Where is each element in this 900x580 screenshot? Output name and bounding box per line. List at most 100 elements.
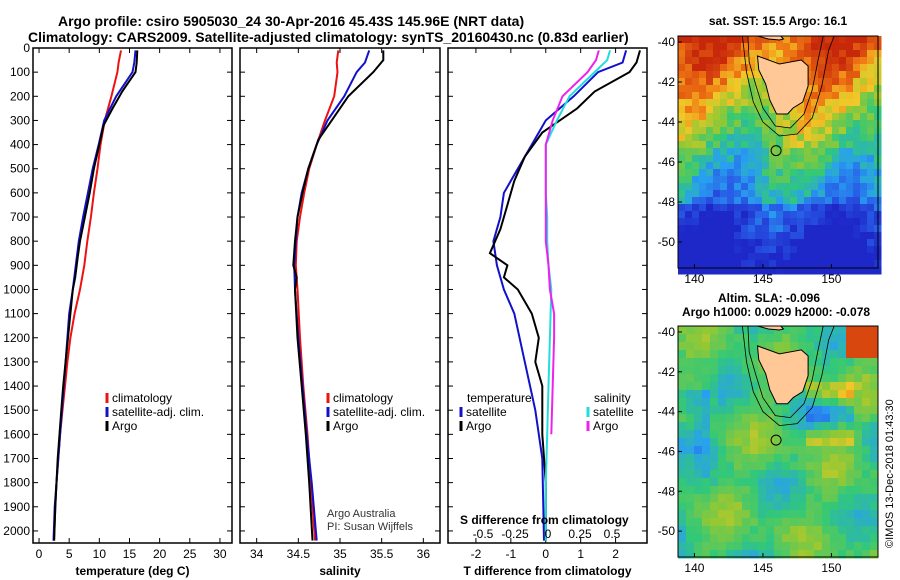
salinity-legend-label: climatology: [333, 391, 393, 405]
salinity-xlabel: salinity: [319, 564, 361, 578]
temperature-legend-label: Argo: [112, 419, 138, 433]
sst_map-argo-marker: [770, 145, 782, 157]
difference-xtick-label: -1: [506, 547, 517, 561]
sla_map-ytick-label: -40: [658, 325, 676, 339]
depth-tick-label: 1300: [3, 355, 30, 369]
depth-tick-label: 1700: [3, 451, 30, 465]
depth-tick-label: 0: [23, 41, 30, 55]
salinity-axes-box: [239, 47, 441, 544]
difference-top-tick-label: -0.25: [501, 527, 529, 541]
sla_map-tasmania-land: [756, 345, 809, 405]
temperature-axes-box: [32, 47, 233, 544]
depth-tick-label: 1800: [3, 476, 30, 490]
difference-legend-label: satellite: [593, 405, 634, 419]
difference-xtick-label: 0: [542, 547, 549, 561]
difference-axes-box: [447, 47, 648, 544]
difference-top-tick-label: 0.25: [568, 527, 592, 541]
difference-xtick-label: 2: [612, 547, 619, 561]
sst-map-title: sat. SST: 15.5 Argo: 16.1: [709, 14, 848, 28]
sst_map-depth-contour: [742, 35, 835, 137]
temperature-xtick-label: 15: [123, 547, 137, 561]
difference-top-tick-label: -0.5: [473, 527, 494, 541]
sla_map-ytick-label: -46: [658, 444, 676, 458]
difference-xtick-label: 1: [577, 547, 584, 561]
difference-top-xlabel: S difference from climatology: [460, 513, 629, 527]
sla_map-ytick-label: -44: [658, 405, 676, 419]
sla_map-frame: [677, 325, 879, 558]
difference-top-tick-label: 0: [545, 527, 552, 541]
imos-credit: ©IMOS 13-Dec-2018 01:43:30: [884, 399, 896, 548]
depth-tick-label: 1600: [3, 427, 30, 441]
difference-legend-label: Argo: [466, 419, 492, 433]
difference-series-0: [492, 50, 628, 541]
sla_map-ytick-label: -50: [658, 524, 676, 538]
sst_map-ytick-label: -48: [658, 195, 676, 209]
depth-tick-label: 1900: [3, 500, 30, 514]
sla-map-subtitle: Argo h1000: 0.0029 h2000: -0.078: [682, 305, 870, 319]
temperature-legend-label: climatology: [112, 391, 172, 405]
sla_map-ytick-label: -48: [658, 484, 676, 498]
salinity-xtick-label: 34.5: [287, 547, 311, 561]
difference-series-2: [544, 50, 611, 541]
temperature-xtick-label: 0: [36, 547, 43, 561]
header-line-1: Argo profile: csiro 5905030_24 30-Apr-20…: [58, 13, 525, 29]
sst_map-frame: [677, 35, 879, 269]
sst_map-ytick-label: -40: [658, 35, 676, 49]
depth-tick-label: 200: [10, 89, 30, 103]
sla_map-ytick-label: -42: [658, 365, 676, 379]
depth-tick-label: 600: [10, 186, 30, 200]
depth-tick-label: 1400: [3, 379, 30, 393]
salinity-series-2: [292, 50, 385, 541]
depth-tick-label: 1200: [3, 331, 30, 345]
temperature-series-2: [53, 50, 139, 541]
salinity-xtick-label: 35.5: [370, 547, 394, 561]
temperature-xtick-label: 25: [183, 547, 197, 561]
temperature-xlabel: temperature (deg C): [75, 564, 189, 578]
header-line-2: Climatology: CARS2009. Satellite-adjuste…: [28, 29, 629, 45]
difference-series-1: [488, 50, 641, 541]
depth-tick-label: 1000: [3, 282, 30, 296]
depth-tick-label: 300: [10, 113, 30, 127]
sst_map-xtick-label: 145: [753, 272, 773, 286]
difference-series-3: [544, 50, 600, 435]
salinity-legend-label: satellite-adj. clim.: [333, 405, 425, 419]
sst_map-depth-contour: [747, 35, 824, 129]
salinity-xtick-label: 35: [333, 547, 347, 561]
temperature-xtick-label: 10: [93, 547, 107, 561]
depth-tick-label: 700: [10, 210, 30, 224]
salinity-xtick-label: 34: [250, 547, 264, 561]
difference-xtick-label: -2: [471, 547, 482, 561]
sla_map-xtick-label: 140: [684, 561, 704, 575]
credit-line-1: Argo Australia: [327, 508, 396, 520]
sla_map-depth-contour: [747, 325, 824, 419]
depth-tick-label: 100: [10, 65, 30, 79]
sla-map-title: Altim. SLA: -0.096: [718, 291, 820, 305]
difference-legend-label: Argo: [593, 419, 619, 433]
sst_map-tasmania-land: [756, 55, 809, 115]
difference-legend-title-salinity: salinity: [594, 391, 631, 405]
sst_map-ytick-label: -42: [658, 75, 676, 89]
temperature-legend-label: satellite-adj. clim.: [112, 405, 204, 419]
sla_map-pixels: [678, 326, 879, 559]
sst_map-ytick-label: -50: [658, 235, 676, 249]
sst_map-ytick-label: -44: [658, 115, 676, 129]
depth-tick-label: 1100: [4, 307, 30, 321]
temperature-xtick-label: 5: [66, 547, 73, 561]
difference-legend-title-temperature: temperature: [467, 391, 532, 405]
sla_map-depth-contour: [742, 325, 835, 427]
salinity-xtick-label: 36: [417, 547, 431, 561]
depth-tick-label: 2000: [3, 524, 30, 538]
sla_map-xtick-label: 150: [821, 561, 841, 575]
salinity-legend-label: Argo: [333, 419, 359, 433]
sla_map-argo-marker: [770, 434, 782, 446]
temperature-xtick-label: 20: [153, 547, 167, 561]
depth-tick-label: 1500: [3, 403, 30, 417]
temperature-xtick-label: 30: [213, 547, 227, 561]
depth-tick-label: 800: [10, 234, 30, 248]
difference-top-tick-label: 0.5: [604, 527, 621, 541]
sst_map-xtick-label: 150: [821, 272, 841, 286]
difference-xlabel: T difference from climatology: [463, 564, 631, 578]
credit-line-2: PI: Susan Wijffels: [327, 521, 413, 533]
sst_map-ytick-label: -46: [658, 155, 676, 169]
sla_map-xtick-label: 145: [753, 561, 773, 575]
